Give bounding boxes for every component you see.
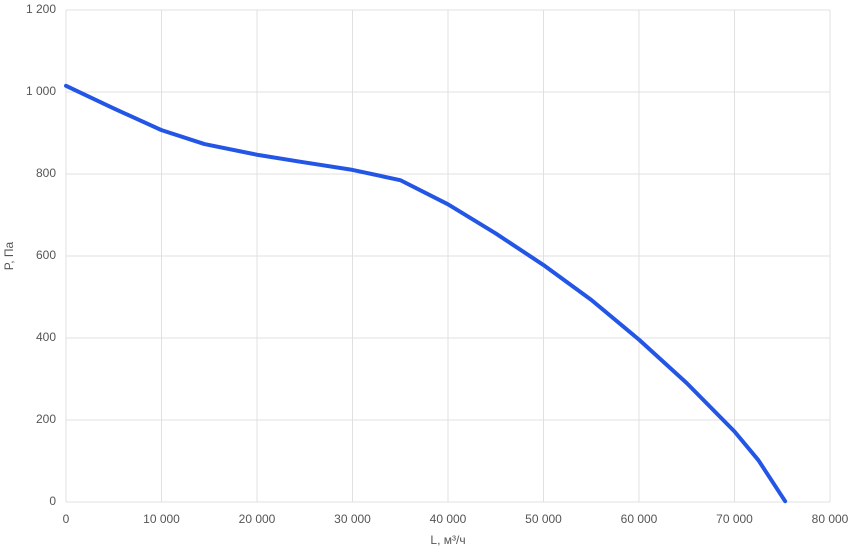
x-axis-label: L, м³/ч xyxy=(430,533,465,547)
y-tick-label: 0 xyxy=(49,494,56,508)
x-tick-label: 10 000 xyxy=(143,512,180,526)
x-tick-label: 20 000 xyxy=(239,512,276,526)
y-tick-label: 1 200 xyxy=(26,2,56,16)
x-tick-label: 40 000 xyxy=(430,512,467,526)
y-axis-label: P, Па xyxy=(2,241,16,270)
x-tick-label: 60 000 xyxy=(621,512,658,526)
data-line xyxy=(64,83,788,504)
y-tick-label: 1 000 xyxy=(26,84,56,98)
y-tick-label: 400 xyxy=(36,330,56,344)
x-tick-label: 0 xyxy=(63,512,70,526)
x-tick-label: 50 000 xyxy=(525,512,562,526)
y-tick-label: 600 xyxy=(36,248,56,262)
y-tick-label: 200 xyxy=(36,412,56,426)
x-tick-label: 70 000 xyxy=(716,512,753,526)
x-tick-label: 80 000 xyxy=(812,512,849,526)
y-tick-label: 800 xyxy=(36,166,56,180)
x-tick-label: 30 000 xyxy=(334,512,371,526)
